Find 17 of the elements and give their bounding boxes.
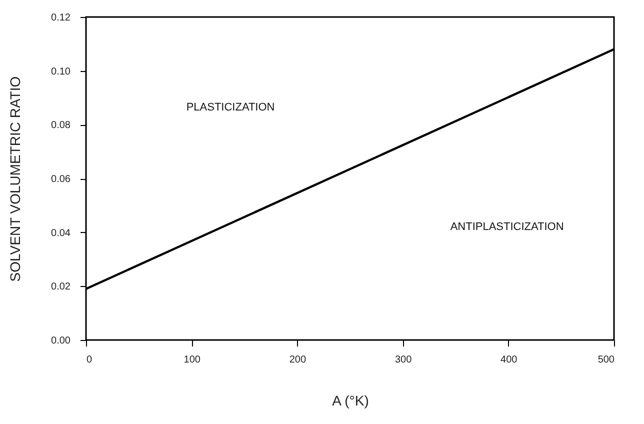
y-tick-label: 0.00 bbox=[51, 336, 71, 346]
x-tick-label: 200 bbox=[289, 354, 306, 366]
x-tick-label: 500 bbox=[598, 354, 615, 366]
y-tick-label: 0.08 bbox=[51, 120, 71, 132]
x-tick-label: 0 bbox=[86, 354, 92, 366]
annotation: PLASTICIZATION bbox=[186, 101, 275, 114]
y-tick-label: 0.10 bbox=[51, 66, 71, 78]
annotation: ANTIPLASTICIZATION bbox=[450, 220, 564, 233]
x-axis-title: A (°K) bbox=[332, 392, 369, 408]
y-tick-label: 0.04 bbox=[51, 228, 71, 239]
y-axis-title: SOLVENT VOLUMETRIC RATIO bbox=[7, 76, 24, 282]
x-tick-label: 400 bbox=[500, 354, 518, 366]
y-tick-label: 0.06 bbox=[51, 174, 71, 185]
y-tick-label: 0.02 bbox=[51, 282, 71, 293]
x-tick-label: 100 bbox=[184, 354, 201, 366]
y-tick-label: 0.12 bbox=[51, 12, 71, 24]
x-tick-label: 300 bbox=[394, 354, 412, 366]
